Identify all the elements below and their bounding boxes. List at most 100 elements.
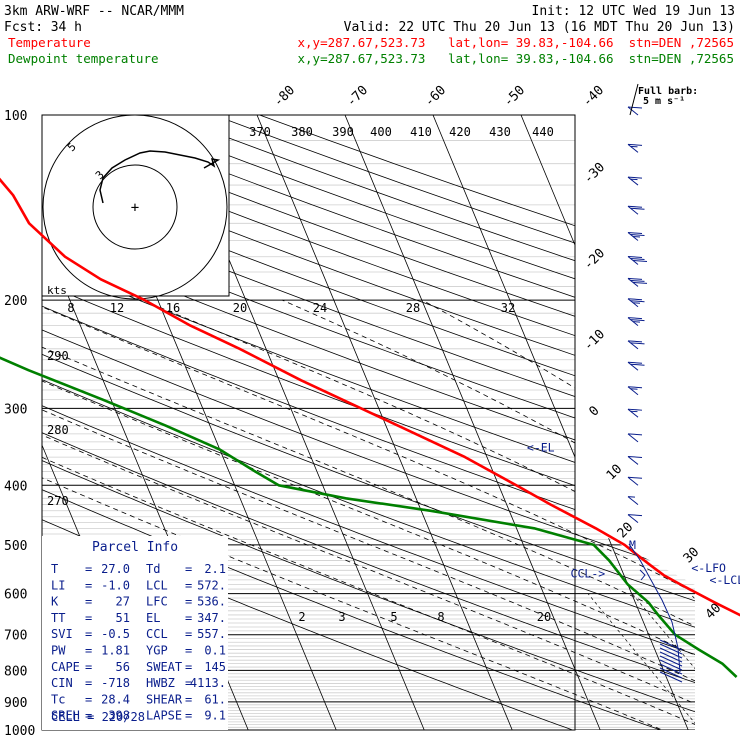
parcel-equals: = (85, 595, 92, 609)
low-mixing-label: 20 (537, 610, 551, 624)
wind-barb-staff (627, 361, 639, 371)
wind-barb (627, 205, 645, 215)
skew-temp-label: -40 (580, 83, 607, 110)
isotherm (256, 115, 513, 730)
parcel-equals: = (85, 627, 92, 641)
pressure-label: 900 (4, 696, 27, 711)
wind-barb-staff (627, 456, 639, 465)
skew-temp-label: 10 (604, 462, 626, 484)
parcel-value: 347. (197, 611, 226, 625)
wind-barb (627, 340, 645, 350)
parcel-value: 1.81 (101, 644, 130, 658)
mixing-ratio-label: 20 (233, 301, 247, 315)
pressure-label: 800 (4, 664, 27, 679)
wind-barb (627, 232, 645, 241)
mixing-ratio-label: 24 (313, 301, 327, 315)
dry-adiabat (42, 115, 695, 730)
wind-barb-full (627, 433, 643, 436)
model-title: 3km ARW-WRF -- NCAR/MMM (4, 4, 184, 19)
wind-barb-full (627, 340, 643, 343)
parcel-label: EL (146, 611, 160, 625)
theta-label: 370 (249, 125, 271, 139)
parcel-equals: = (85, 676, 92, 690)
dry-adiabat (42, 115, 695, 730)
level-annotation: <-LCL (710, 573, 740, 587)
dewpoint-trace (0, 356, 738, 678)
hodograph-frame (41, 114, 230, 297)
parcel-equals: = (185, 660, 192, 674)
parcel-equals: = (185, 692, 192, 706)
wind-barb (627, 408, 643, 418)
parcel-equals: = (185, 627, 192, 641)
hodograph-center: + (131, 200, 139, 216)
parcel-label: Td (146, 562, 160, 576)
skew-temp-label: 0 (586, 403, 602, 419)
mixing-ratio-label: 8 (67, 301, 74, 315)
barb-legend-sample (629, 83, 639, 116)
parcel-label: T (51, 562, 58, 576)
parcel-row: SVI = -0.5 CCL = 557. (51, 627, 226, 641)
wind-barb-full (627, 361, 643, 364)
wind-barb-staff (627, 514, 639, 523)
parcel-row: Tc = 28.4 SHEAR = 61. (51, 692, 226, 706)
wind-barb-staff (627, 106, 639, 116)
low-mixing-label: 2 (298, 610, 305, 624)
parcel-equals: = (185, 644, 192, 658)
wind-barb (627, 476, 643, 486)
parcel-label: SHEAR (146, 692, 183, 706)
isotherm (344, 115, 601, 730)
skew-temp-label: 40 (703, 601, 725, 623)
hodograph-ring-outer (42, 114, 228, 300)
parcel-equals: = (185, 709, 192, 723)
parcel-row: K = 27 LFC = 536. (51, 595, 226, 609)
wind-barb-staff (627, 176, 639, 186)
dry-adiabat (42, 115, 695, 730)
parcel-value: 145 (204, 660, 226, 674)
wind-barb-staff (627, 476, 639, 486)
parcel-equals: = (85, 562, 92, 576)
mixing-ratio-label: 12 (110, 301, 124, 315)
hodograph-trace (99, 150, 221, 204)
wind-barb-half (630, 178, 638, 181)
isotherm (520, 115, 695, 730)
legend-temperature-label: Temperature (8, 35, 91, 50)
dry-adiabat (42, 115, 695, 730)
pressure-label: 1000 (4, 724, 35, 739)
wind-barb-half (630, 410, 638, 413)
parcel-value: 398 (108, 709, 130, 723)
low-level-barb (659, 659, 683, 671)
parcel-label: CAPE (51, 660, 80, 674)
level-annotation: M (629, 538, 636, 552)
wind-barb-full (627, 232, 643, 235)
theta-label: 430 (489, 125, 511, 139)
wind-barb (627, 176, 643, 186)
barb-legend-title: Full barb: (638, 86, 698, 97)
wind-barb-staff (627, 340, 639, 350)
pressure-label: 200 (4, 294, 27, 309)
theta-label: 420 (449, 125, 471, 139)
isotherm (432, 115, 689, 730)
wind-barb-full (627, 176, 643, 179)
pressure-label: 300 (4, 402, 27, 417)
wind-barb-full (627, 408, 643, 411)
parcel-label: SVI (51, 627, 73, 641)
skew-temp-label: -10 (581, 327, 608, 354)
series-layer (0, 177, 740, 678)
wind-barb-full (630, 342, 645, 345)
parcel-row: SREH = 398 LAPSE = 9.1 (51, 709, 226, 723)
parcel-label: Tc (51, 692, 65, 706)
parcel-value: 0.1 (204, 644, 226, 658)
mixing-ratio-label: 32 (501, 301, 515, 315)
wind-barb-full (630, 257, 645, 260)
low-mixing-label: 3 (338, 610, 345, 624)
isotherm (697, 115, 740, 730)
parcel-value: 27 (116, 595, 130, 609)
parcel-value: 2.1 (204, 562, 226, 576)
wind-barb-full (627, 455, 643, 458)
plot-frame (41, 114, 576, 731)
wind-barb-full (632, 281, 648, 284)
parcel-equals: = (85, 709, 92, 723)
hodograph-units: kts (47, 284, 67, 297)
wind-barb (627, 298, 645, 308)
